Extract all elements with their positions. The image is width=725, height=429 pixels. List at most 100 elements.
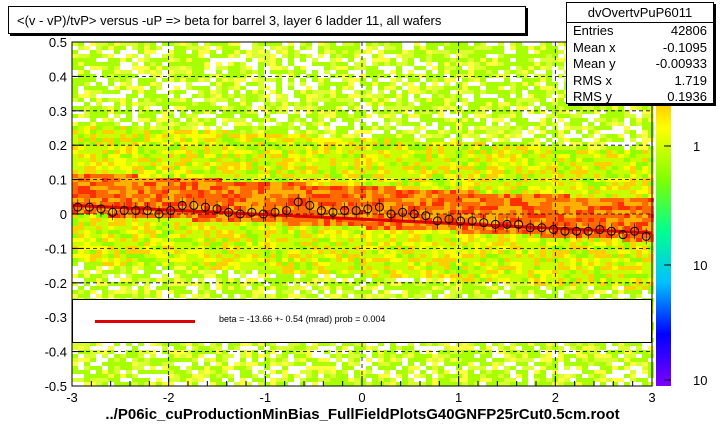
heatmap-cell xyxy=(594,158,600,162)
heatmap-cell xyxy=(192,46,198,50)
heatmap-cell xyxy=(174,54,180,58)
heatmap-cell xyxy=(348,154,354,158)
heatmap-cell xyxy=(348,62,354,66)
heatmap-cell xyxy=(120,118,126,122)
heatmap-cell xyxy=(576,198,582,202)
heatmap-cell xyxy=(384,134,390,138)
heatmap-cell xyxy=(90,158,96,162)
heatmap-cell xyxy=(612,166,618,170)
heatmap-cell xyxy=(294,118,300,122)
heatmap-cell xyxy=(522,154,528,158)
heatmap-cell xyxy=(72,50,78,54)
heatmap-cell xyxy=(528,118,534,122)
heatmap-cell xyxy=(306,194,312,198)
heatmap-cell xyxy=(570,190,576,194)
heatmap-cell xyxy=(618,138,624,142)
heatmap-cell xyxy=(372,234,378,238)
heatmap-cell xyxy=(252,138,258,142)
heatmap-cell xyxy=(504,114,510,118)
heatmap-cell xyxy=(504,234,510,238)
heatmap-cell xyxy=(474,62,480,66)
heatmap-cell xyxy=(258,86,264,90)
heatmap-cell xyxy=(402,66,408,70)
heatmap-cell xyxy=(570,118,576,122)
heatmap-cell xyxy=(558,66,564,70)
heatmap-cell xyxy=(120,210,126,214)
heatmap-cell xyxy=(366,114,372,118)
heatmap-cell xyxy=(414,230,420,234)
heatmap-cell xyxy=(144,210,150,214)
heatmap-cell xyxy=(546,130,552,134)
heatmap-cell xyxy=(282,90,288,94)
heatmap-cell xyxy=(210,66,216,70)
heatmap-cell xyxy=(510,42,516,46)
heatmap-cell xyxy=(330,78,336,82)
heatmap-cell xyxy=(630,138,636,142)
heatmap-cell xyxy=(546,70,552,74)
heatmap-cell xyxy=(480,110,486,114)
heatmap-cell xyxy=(534,190,540,194)
heatmap-cell xyxy=(84,146,90,150)
heatmap-cell xyxy=(228,154,234,158)
heatmap-cell xyxy=(222,74,228,78)
heatmap-cell xyxy=(354,174,360,178)
heatmap-cell xyxy=(546,134,552,138)
heatmap-cell xyxy=(582,194,588,198)
heatmap-cell xyxy=(504,142,510,146)
heatmap-cell xyxy=(510,50,516,54)
heatmap-cell xyxy=(546,210,552,214)
heatmap-cell xyxy=(282,118,288,122)
heatmap-cell xyxy=(174,238,180,242)
heatmap-cell xyxy=(360,182,366,186)
heatmap-cell xyxy=(528,70,534,74)
heatmap-cell xyxy=(372,150,378,154)
heatmap-cell xyxy=(366,46,372,50)
heatmap-cell xyxy=(276,102,282,106)
heatmap-cell xyxy=(282,186,288,190)
heatmap-cell xyxy=(396,50,402,54)
heatmap-cell xyxy=(126,46,132,50)
heatmap-cell xyxy=(366,174,372,178)
heatmap-cell xyxy=(432,182,438,186)
heatmap-cell xyxy=(234,86,240,90)
heatmap-cell xyxy=(648,222,654,226)
heatmap-cell xyxy=(330,50,336,54)
heatmap-cell xyxy=(150,66,156,70)
heatmap-cell xyxy=(102,58,108,62)
heatmap-cell xyxy=(210,126,216,130)
heatmap-cell xyxy=(564,114,570,118)
heatmap-cell xyxy=(312,106,318,110)
heatmap-cell xyxy=(474,106,480,110)
heatmap-cell xyxy=(600,118,606,122)
heatmap-cell xyxy=(312,78,318,82)
heatmap-cell xyxy=(420,106,426,110)
heatmap-cell xyxy=(228,182,234,186)
heatmap-cell xyxy=(384,138,390,142)
heatmap-cell xyxy=(276,54,282,58)
heatmap-cell xyxy=(384,170,390,174)
heatmap-cell xyxy=(528,158,534,162)
heatmap-cell xyxy=(240,158,246,162)
heatmap-cell xyxy=(102,46,108,50)
heatmap-cell xyxy=(282,126,288,130)
heatmap-cell xyxy=(420,222,426,226)
heatmap-cell xyxy=(126,194,132,198)
heatmap-cell xyxy=(102,154,108,158)
heatmap-cell xyxy=(180,58,186,62)
heatmap-cell xyxy=(264,126,270,130)
heatmap-cell xyxy=(168,54,174,58)
heatmap-cell xyxy=(492,50,498,54)
heatmap-cell xyxy=(78,114,84,118)
heatmap-cell xyxy=(240,94,246,98)
heatmap-cell xyxy=(624,106,630,110)
heatmap-cell xyxy=(588,230,594,234)
heatmap-cell xyxy=(126,98,132,102)
heatmap-cell xyxy=(114,138,120,142)
heatmap-cell xyxy=(144,90,150,94)
heatmap-cell xyxy=(312,130,318,134)
heatmap-cell xyxy=(546,50,552,54)
heatmap-cell xyxy=(630,106,636,110)
heatmap-cell xyxy=(312,162,318,166)
heatmap-cell xyxy=(84,166,90,170)
heatmap-cell xyxy=(258,102,264,106)
